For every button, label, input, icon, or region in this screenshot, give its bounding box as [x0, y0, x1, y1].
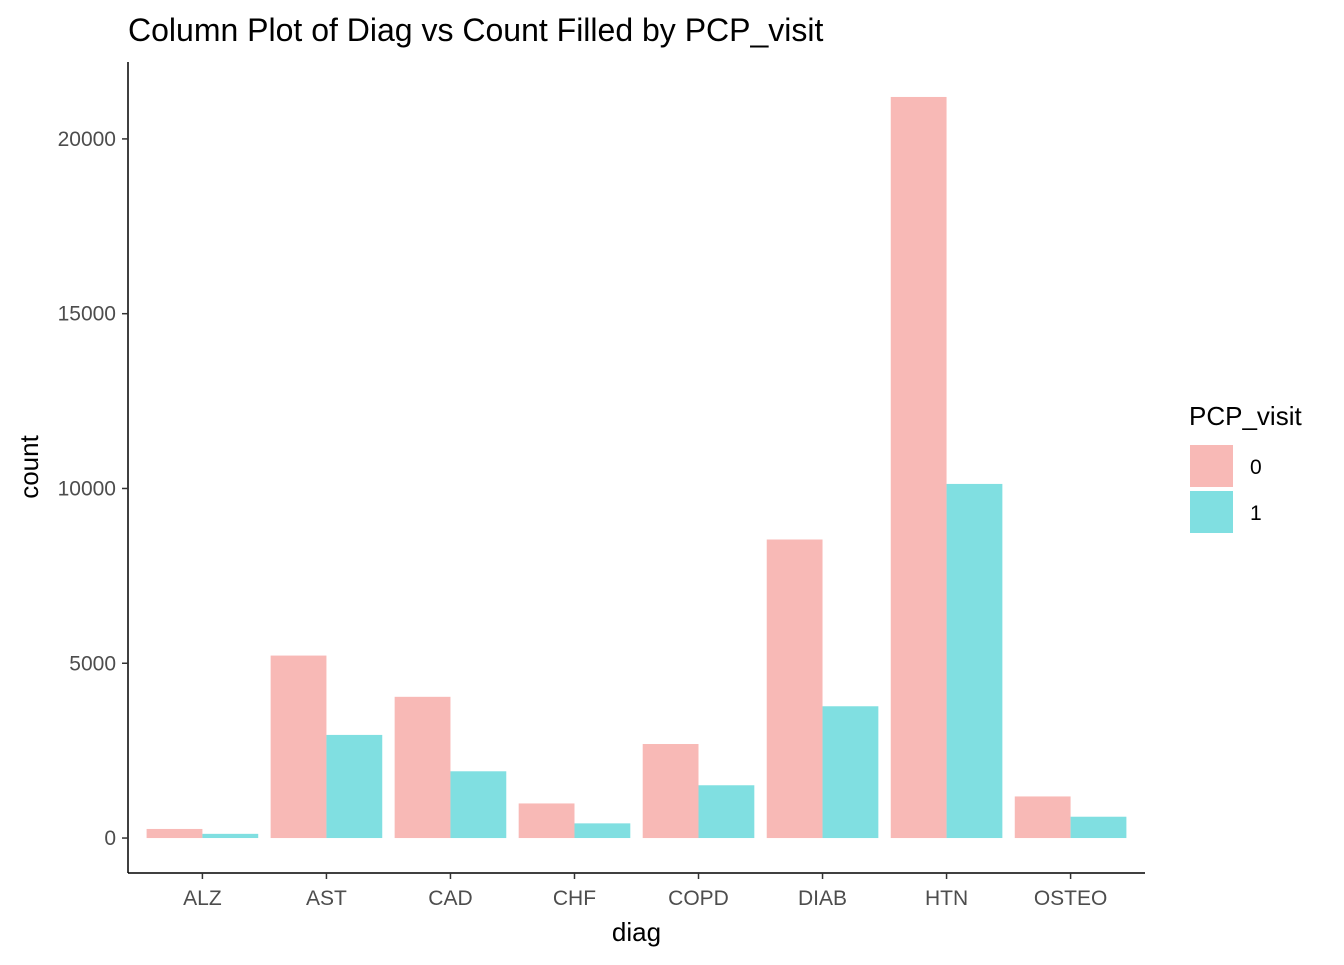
y-axis-ticks: 0 5000 10000 15000 20000 [58, 128, 128, 850]
legend-key-0 [1190, 445, 1233, 487]
bar-cad-0 [394, 696, 451, 839]
y-tick-label: 20000 [58, 128, 116, 151]
bar-diab-0 [766, 539, 823, 839]
bar-alz-0 [146, 828, 203, 839]
x-tick-label: DIAB [798, 887, 847, 910]
y-axis-title: count [14, 434, 44, 498]
bar-copd-1 [698, 785, 755, 839]
bars-group [146, 96, 1127, 839]
bar-htn-0 [890, 96, 947, 839]
x-tick-label: ALZ [183, 887, 222, 910]
bar-cad-1 [450, 771, 507, 839]
x-tick-label: OSTEO [1034, 887, 1108, 910]
x-tick-label: AST [306, 887, 347, 910]
bar-osteo-1 [1070, 816, 1127, 839]
bar-htn-1 [946, 483, 1003, 839]
legend-title: PCP_visit [1189, 401, 1302, 431]
legend: PCP_visit 01 [1189, 401, 1302, 533]
y-tick-label: 0 [104, 827, 116, 850]
x-tick-label: COPD [668, 887, 729, 910]
bar-alz-1 [202, 833, 259, 839]
chart-title: Column Plot of Diag vs Count Filled by P… [128, 12, 824, 48]
bar-ast-0 [270, 655, 327, 839]
bar-copd-0 [642, 744, 699, 839]
y-tick-label: 15000 [58, 303, 116, 326]
x-axis-ticks: ALZ AST CAD CHF COPD DIAB HTN OSTEO [183, 873, 1107, 910]
legend-key-1 [1190, 491, 1233, 533]
y-tick-label: 5000 [69, 652, 116, 675]
legend-label-0: 0 [1250, 456, 1262, 479]
x-axis-title: diag [612, 917, 661, 947]
y-tick-label: 10000 [58, 477, 116, 500]
x-tick-label: CAD [428, 887, 472, 910]
x-tick-label: HTN [925, 887, 968, 910]
x-tick-label: CHF [553, 887, 596, 910]
legend-label-1: 1 [1250, 502, 1262, 525]
bar-chf-1 [574, 823, 631, 839]
bar-ast-1 [326, 734, 383, 839]
bar-diab-1 [822, 706, 879, 839]
legend-items: 01 [1190, 445, 1262, 533]
bar-chf-0 [518, 803, 575, 839]
bar-osteo-0 [1014, 796, 1071, 839]
